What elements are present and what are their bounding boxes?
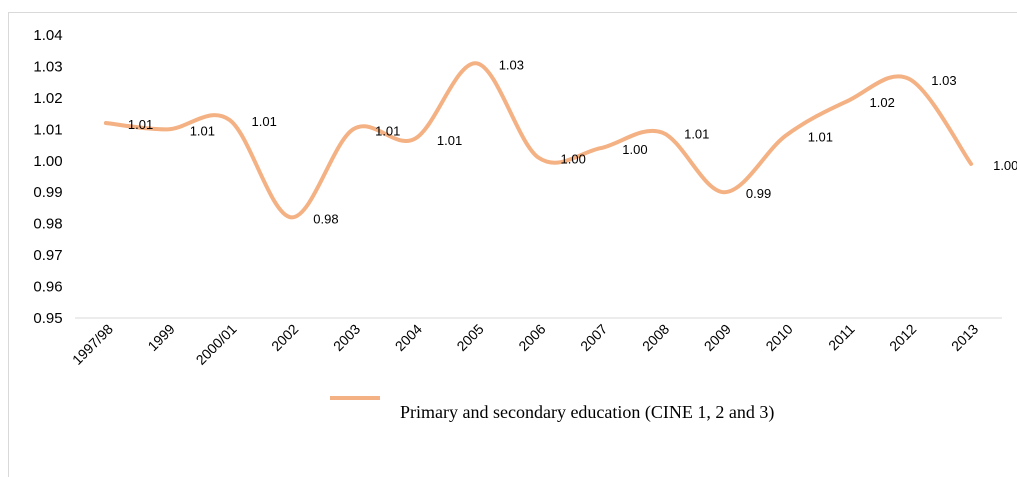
data-label: 1.01 <box>190 123 215 138</box>
data-point <box>166 127 170 131</box>
data-point <box>351 127 355 131</box>
legend: Primary and secondary education (CINE 1,… <box>330 396 774 423</box>
x-tick-label: 2005 <box>453 321 486 354</box>
x-tick-label: 2006 <box>515 321 548 354</box>
data-label: 1.01 <box>437 133 462 148</box>
data-label: 1.01 <box>375 123 400 138</box>
x-tick-label: 2004 <box>392 321 425 354</box>
data-label: 1.00 <box>561 152 586 167</box>
data-label: 1.00 <box>993 158 1017 173</box>
data-label: 1.01 <box>252 114 277 129</box>
x-tick-label: 2003 <box>330 321 363 354</box>
data-point <box>598 146 602 150</box>
data-point <box>969 162 973 166</box>
y-tick-label: 0.95 <box>33 310 62 327</box>
data-point <box>907 77 911 81</box>
data-label: 0.98 <box>313 211 338 226</box>
legend-label: Primary and secondary education (CINE 1,… <box>400 402 774 423</box>
x-tick-label: 2007 <box>577 321 610 354</box>
x-axis: 1997/98 1999 2000/01 2002 2003 2004 2005 2006 20… <box>69 321 981 368</box>
x-tick-label: 2011 <box>825 321 858 354</box>
x-tick-label: 1997/98 <box>69 321 116 368</box>
data-point <box>104 121 108 125</box>
data-label: 1.00 <box>622 142 647 157</box>
data-label: 1.03 <box>931 73 956 88</box>
x-tick-label: 2008 <box>639 321 672 354</box>
data-point <box>660 130 664 134</box>
data-point <box>722 190 726 194</box>
y-tick-label: 0.96 <box>33 279 62 296</box>
data-label: 1.03 <box>499 57 524 72</box>
data-label: 1.01 <box>684 126 709 141</box>
data-point <box>537 156 541 160</box>
data-points <box>104 61 973 219</box>
x-tick-label: 2002 <box>268 321 301 354</box>
y-axis: 0.95 0.96 0.97 0.98 0.99 1.00 1.01 1.02 1.03 1.04 <box>33 27 62 327</box>
data-point <box>475 61 479 65</box>
y-tick-label: 0.97 <box>33 247 62 264</box>
data-label: 1.02 <box>870 95 895 110</box>
chart-frame <box>8 12 1017 477</box>
y-tick-label: 0.99 <box>33 184 62 201</box>
x-tick-label: 2000/01 <box>193 321 240 368</box>
y-tick-label: 0.98 <box>33 216 62 233</box>
x-tick-label: 2010 <box>762 321 795 354</box>
y-tick-label: 1.02 <box>33 90 62 107</box>
x-tick-label: 2012 <box>886 321 919 354</box>
data-point <box>784 134 788 138</box>
data-labels: 1.01 1.01 1.01 0.98 1.01 1.01 1.03 1.00 1.00 1.01… <box>128 57 1017 226</box>
y-tick-label: 1.03 <box>33 58 62 75</box>
data-label: 1.01 <box>808 130 833 145</box>
x-tick-label: 2013 <box>948 321 981 354</box>
y-tick-label: 1.01 <box>33 121 62 138</box>
data-label: 0.99 <box>746 186 771 201</box>
data-point <box>228 118 232 122</box>
y-tick-label: 1.00 <box>33 153 62 170</box>
data-point <box>846 99 850 103</box>
data-label: 1.01 <box>128 117 153 132</box>
data-point <box>413 137 417 141</box>
x-tick-label: 1999 <box>144 321 177 354</box>
x-tick-label: 2009 <box>701 321 734 354</box>
y-tick-label: 1.04 <box>33 27 62 44</box>
series-line-primary-secondary <box>103 61 974 220</box>
data-point <box>289 215 293 219</box>
